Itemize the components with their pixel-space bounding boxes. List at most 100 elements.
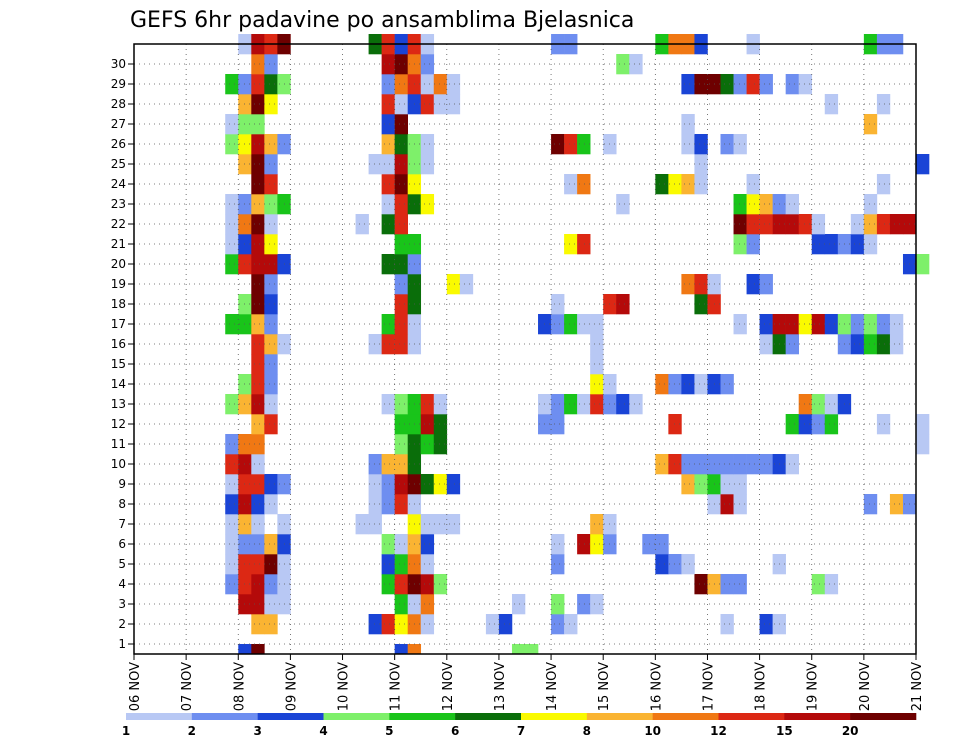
heatmap-cell — [876, 414, 891, 435]
heatmap-cell — [251, 594, 265, 615]
heatmap-cell — [225, 314, 239, 335]
heatmap-cell — [694, 134, 708, 155]
heatmap-cell — [655, 554, 669, 575]
heatmap-cell — [394, 274, 408, 295]
y-tick-label: 1 — [118, 637, 126, 651]
heatmap-cell — [381, 114, 395, 135]
y-tick-label: 16 — [111, 337, 126, 351]
heatmap-cell — [811, 574, 826, 595]
heatmap-cell — [264, 334, 278, 355]
heatmap-cell — [225, 554, 239, 575]
heatmap-cell — [394, 54, 408, 75]
heatmap-cell — [264, 354, 278, 375]
heatmap-cell — [551, 414, 565, 435]
heatmap-cell — [733, 194, 747, 215]
heatmap-cell — [251, 534, 265, 555]
y-tick-label: 29 — [111, 77, 126, 91]
heatmap-cell — [251, 434, 265, 455]
heatmap-cell — [394, 154, 408, 175]
heatmap-cell — [720, 494, 734, 515]
heatmap-cell — [577, 134, 591, 155]
heatmap-cell — [264, 554, 278, 575]
heatmap-cell — [668, 454, 682, 475]
heatmap-cell — [746, 234, 760, 255]
heatmap-cell — [368, 454, 382, 475]
x-tick-label: 20 NOV — [858, 662, 873, 711]
heatmap-cell — [394, 414, 408, 435]
y-tick-label: 3 — [118, 597, 126, 611]
heatmap-cell — [394, 644, 408, 655]
heatmap-cell — [511, 644, 526, 655]
y-tick-label: 10 — [111, 457, 126, 471]
heatmap-cell — [420, 534, 435, 555]
heatmap-cell — [446, 74, 461, 95]
heatmap-cell — [394, 254, 408, 275]
heatmap-cell — [251, 414, 265, 435]
y-tick-label: 19 — [111, 277, 126, 291]
heatmap-cell — [577, 234, 591, 255]
heatmap-cell — [264, 234, 278, 255]
heatmap-cell — [863, 114, 878, 135]
heatmap-cell — [694, 74, 708, 95]
heatmap-cell — [446, 94, 461, 115]
heatmap-cell — [577, 314, 591, 335]
heatmap-cell — [824, 574, 839, 595]
heatmap-cell — [590, 394, 604, 415]
heatmap-cell — [381, 314, 395, 335]
x-tick-label: 06 NOV — [128, 662, 143, 711]
y-tick-label: 14 — [111, 377, 126, 391]
heatmap-cell — [381, 94, 395, 115]
heatmap-cell — [368, 474, 382, 495]
heatmap-cell — [420, 134, 435, 155]
heatmap-cell — [264, 214, 278, 235]
y-tick-label: 22 — [111, 217, 126, 231]
y-tick-label: 27 — [111, 117, 126, 131]
y-tick-label: 8 — [118, 497, 126, 511]
heatmap-cell — [798, 314, 813, 335]
heatmap-cell — [446, 474, 461, 495]
heatmap-cell — [590, 594, 604, 615]
heatmap-cell — [785, 74, 799, 95]
heatmap-cell — [551, 614, 565, 635]
heatmap-cell — [433, 474, 448, 495]
heatmap-cell — [590, 314, 604, 335]
heatmap-cell — [225, 254, 239, 275]
chart-title: GEFS 6hr padavine po ansamblima Bjelasni… — [130, 8, 634, 33]
heatmap-cell — [720, 374, 734, 395]
heatmap-cell — [251, 644, 265, 655]
heatmap-cell — [264, 294, 278, 315]
heatmap-cell — [824, 414, 839, 435]
heatmap-cell — [355, 514, 369, 535]
heatmap-cell — [811, 394, 826, 415]
heatmap-cell — [264, 94, 278, 115]
heatmap-cell — [759, 214, 773, 235]
heatmap-cell — [733, 74, 747, 95]
heatmap-cell — [681, 174, 695, 195]
y-tick-label: 17 — [111, 317, 126, 331]
heatmap-cell — [225, 394, 239, 415]
heatmap-cell — [564, 134, 578, 155]
heatmap-cell — [733, 574, 747, 595]
heatmap-cell — [824, 394, 839, 415]
heatmap-cell — [251, 334, 265, 355]
heatmap-cell — [368, 154, 382, 175]
heatmap-cell — [251, 154, 265, 175]
heatmap-cells — [225, 34, 930, 655]
heatmap-cell — [225, 194, 239, 215]
heatmap-cell — [551, 134, 565, 155]
heatmap-cell — [381, 254, 395, 275]
y-tick-label: 23 — [111, 197, 126, 211]
heatmap-cell — [485, 614, 500, 635]
heatmap-cell — [251, 354, 265, 375]
heatmap-cell — [564, 394, 578, 415]
heatmap-cell — [759, 334, 773, 355]
x-tick-label: 19 NOV — [806, 662, 821, 711]
heatmap-cell — [433, 574, 448, 595]
heatmap-cell — [381, 494, 395, 515]
heatmap-cell — [433, 414, 448, 435]
heatmap-cell — [759, 194, 773, 215]
heatmap-cell — [381, 154, 395, 175]
heatmap-cell — [251, 54, 265, 75]
colorbar-swatch — [850, 713, 917, 720]
heatmap-cell — [876, 174, 891, 195]
